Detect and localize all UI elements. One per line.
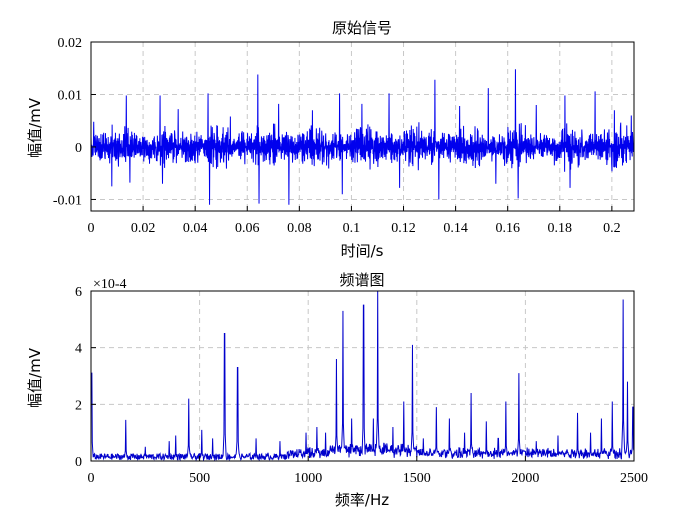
y-tick-label: 0.02 — [58, 36, 83, 51]
x-tick-label: 0.2 — [603, 221, 621, 236]
spectrum-chart: 频谱图 ×10-4 0 500 1000 1500 2000 2500 0 2 4 6 频率/H… — [26, 271, 648, 509]
spectrum-y-ticks: 0 2 4 6 — [75, 285, 96, 470]
spectrum-chart-title: 频谱图 — [339, 271, 384, 289]
spectrum-line — [91, 290, 635, 462]
x-tick-label: 0.02 — [131, 221, 156, 236]
x-tick-label: 0 — [88, 471, 95, 486]
spectrum-scale-multiplier: ×10-4 — [93, 277, 127, 292]
x-tick-label: 2000 — [511, 471, 539, 486]
y-tick-label: -0.01 — [53, 193, 82, 208]
y-tick-label: 4 — [75, 342, 82, 357]
x-tick-label: 500 — [189, 471, 210, 486]
signal-plot-frame — [90, 41, 635, 212]
x-tick-label: 0 — [88, 221, 95, 236]
signal-line — [90, 69, 635, 205]
signal-x-ticks: 0 0.02 0.04 0.06 0.08 0.1 0.12 0.14 0.16 0.18 0.2 — [88, 206, 621, 236]
x-tick-label: 2500 — [620, 471, 648, 486]
x-tick-label: 0.18 — [548, 221, 573, 236]
spectrum-x-ticks: 0 500 1000 1500 2000 2500 — [88, 456, 648, 486]
x-tick-label: 0.16 — [495, 221, 520, 236]
spectrum-grid — [91, 291, 634, 461]
y-tick-label: 0.01 — [58, 88, 83, 103]
x-tick-label: 0.06 — [235, 221, 260, 236]
spectrum-x-axis-label: 频率/Hz — [335, 491, 389, 509]
x-tick-label: 0.08 — [287, 221, 312, 236]
x-tick-label: 1500 — [403, 471, 431, 486]
x-tick-label: 0.12 — [391, 221, 416, 236]
spectrum-plot-frame — [90, 290, 635, 462]
y-tick-label: 6 — [75, 285, 82, 300]
x-tick-label: 1000 — [294, 471, 322, 486]
spectrum-y-axis-label: 幅值/mV — [26, 347, 44, 408]
signal-y-ticks: -0.01 0 0.01 0.02 — [53, 36, 96, 208]
signal-x-axis-label: 时间/s — [341, 242, 384, 260]
signal-chart: 原始信号 0 0.02 0.04 0.06 0.08 0.1 0.12 0.14 0.16 0.1… — [26, 19, 635, 260]
signal-y-axis-label: 幅值/mV — [26, 97, 44, 158]
x-tick-label: 0.04 — [183, 221, 208, 236]
y-tick-label: 0 — [75, 141, 82, 156]
x-tick-label: 0.1 — [343, 221, 361, 236]
y-tick-label: 2 — [75, 398, 82, 413]
signal-chart-title: 原始信号 — [332, 19, 392, 37]
y-tick-label: 0 — [75, 455, 82, 470]
x-tick-label: 0.14 — [443, 221, 468, 236]
